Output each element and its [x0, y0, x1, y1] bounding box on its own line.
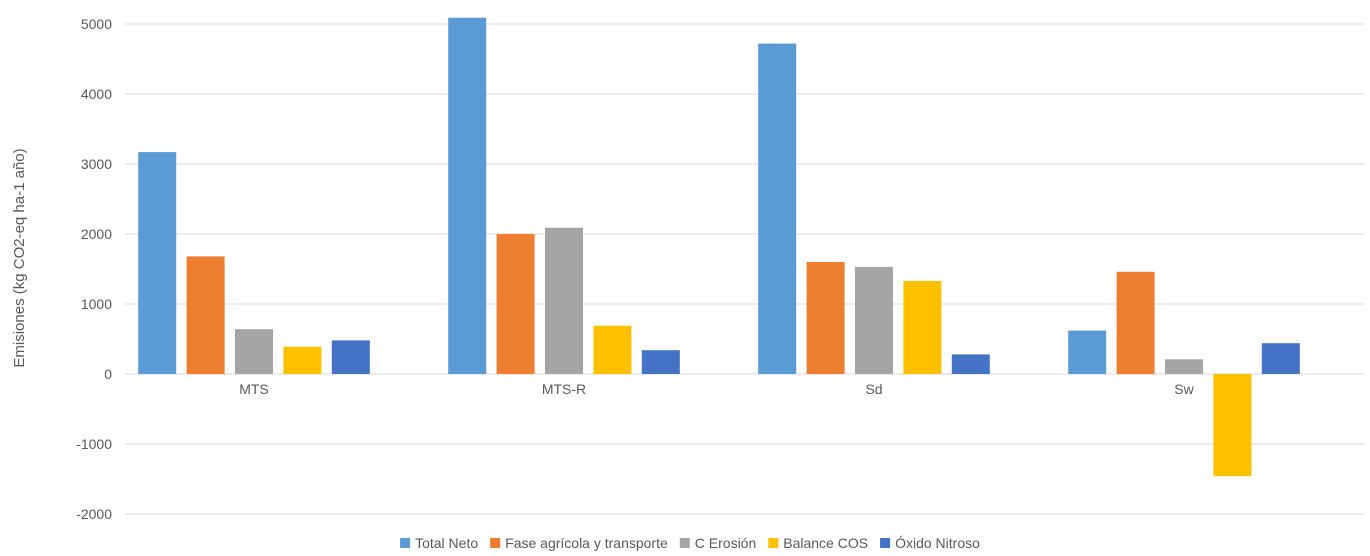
legend-label: Óxido Nitroso [895, 535, 980, 551]
bar-balance-cos-sd [903, 280, 942, 374]
bar-c-erosi-n-sd [855, 266, 893, 374]
legend-swatch [400, 538, 411, 548]
legend-label: Balance COS [783, 535, 868, 551]
bar-fase-agr-cola-y-transporte-mts [186, 256, 225, 374]
bar-total-neto-mts [138, 152, 177, 374]
legend-item: Óxido Nitroso [880, 535, 980, 551]
bar-balance-cos-mts [283, 346, 322, 374]
bar--xido-nitroso-sd [951, 354, 990, 374]
legend-item: Balance COS [768, 535, 868, 551]
y-tick-label: -2000 [76, 506, 112, 522]
y-tick-label: -1000 [76, 436, 112, 452]
bar-fase-agr-cola-y-transporte-mts-r [496, 234, 535, 374]
y-tick-label: 3000 [81, 156, 112, 172]
bar--xido-nitroso-mts-r [641, 350, 680, 374]
bar-balance-cos-mts-r [593, 325, 632, 374]
category-label: MTS [239, 381, 269, 397]
legend-swatch [880, 538, 891, 548]
category-label: Sd [865, 381, 882, 397]
y-tick-label: 0 [104, 366, 112, 382]
bar--xido-nitroso-sw [1261, 343, 1300, 374]
legend-label: Total Neto [415, 535, 478, 551]
y-tick-label: 4000 [81, 86, 112, 102]
x-axis-categories: MTS MTS-R Sd Sw [239, 381, 1194, 397]
category-label: MTS-R [542, 381, 586, 397]
legend-swatch [768, 538, 779, 548]
y-axis-title: Emisiones (kg CO2-eq ha-1 año) [11, 148, 28, 367]
bar-balance-cos-sw [1213, 374, 1252, 477]
y-axis-ticks: -2000 -1000 0 1000 2000 3000 4000 5000 [76, 16, 112, 522]
bar-total-neto-mts-r [448, 17, 487, 374]
bars [138, 17, 1300, 477]
legend-swatch [679, 538, 690, 548]
y-tick-label: 5000 [81, 16, 112, 32]
legend-swatch [490, 538, 501, 548]
legend: Total Neto Fase agrícola y transporte C Er… [400, 535, 980, 551]
bar-total-neto-sd [758, 43, 797, 374]
bar-total-neto-sw [1068, 330, 1107, 374]
legend-label: C Erosión [695, 535, 756, 551]
y-tick-label: 1000 [81, 296, 112, 312]
legend-label: Fase agrícola y transporte [505, 535, 668, 551]
legend-item: C Erosión [679, 535, 756, 551]
bar-fase-agr-cola-y-transporte-sd [806, 262, 845, 374]
bar-c-erosi-n-mts-r [545, 227, 583, 374]
bar-c-erosi-n-sw [1165, 359, 1203, 374]
legend-item: Total Neto [400, 535, 478, 551]
legend-item: Fase agrícola y transporte [490, 535, 668, 551]
category-label: Sw [1174, 381, 1194, 397]
bar--xido-nitroso-mts [331, 340, 370, 374]
y-tick-label: 2000 [81, 226, 112, 242]
bar-fase-agr-cola-y-transporte-sw [1116, 271, 1155, 374]
bar-c-erosi-n-mts [235, 329, 273, 374]
gridlines [125, 23, 1365, 515]
